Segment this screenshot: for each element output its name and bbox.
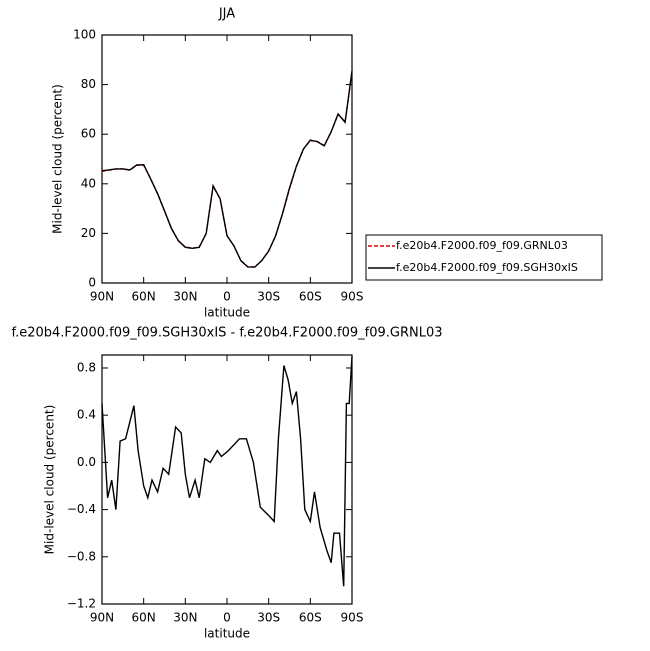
y-tick-label: 80	[81, 77, 96, 91]
y-tick-label: 100	[73, 28, 96, 42]
y-axis-label: Mid-level cloud (percent)	[43, 405, 57, 555]
x-tick-label: 90S	[341, 290, 364, 304]
x-tick-label: 60N	[132, 290, 156, 304]
plot-frame	[101, 34, 353, 284]
x-axis-label: latitude	[204, 627, 250, 641]
legend-label: f.e20b4.F2000.f09_f09.GRNL03	[396, 239, 568, 252]
chart-title: f.e20b4.F2000.f09_f09.SGH30xIS - f.e20b4…	[11, 326, 442, 341]
y-tick-label: 60	[81, 127, 96, 141]
legend-box	[365, 234, 603, 281]
y-tick-label: 0.4	[77, 408, 96, 422]
x-tick-label: 30N	[173, 611, 197, 625]
y-tick-label: 0.0	[77, 455, 96, 469]
x-axis-label: latitude	[204, 306, 250, 320]
y-tick-label: −0.8	[67, 549, 96, 563]
y-tick-label: −0.4	[67, 502, 96, 516]
y-tick-label: 20	[81, 226, 96, 240]
y-axis-label: Mid-level cloud (percent)	[51, 84, 65, 234]
x-tick-label: 60N	[132, 611, 156, 625]
x-tick-label: 30S	[257, 611, 280, 625]
y-tick-label: −1.2	[67, 597, 96, 611]
y-tick-label: 0.8	[77, 360, 96, 374]
data-line	[101, 70, 353, 268]
x-tick-label: 90N	[90, 290, 114, 304]
x-tick-label: 90S	[341, 611, 364, 625]
x-tick-label: 60S	[299, 611, 322, 625]
x-tick-label: 0	[223, 290, 231, 304]
x-tick-label: 30N	[173, 290, 197, 304]
data-line	[101, 356, 353, 587]
y-tick-label: 40	[81, 176, 96, 190]
y-tick-label: 0	[88, 276, 96, 290]
data-line	[101, 72, 353, 268]
x-tick-label: 90N	[90, 611, 114, 625]
plot-frame	[101, 354, 353, 605]
x-tick-label: 0	[223, 611, 231, 625]
x-tick-label: 30S	[257, 290, 280, 304]
chart-title: JJA	[218, 7, 235, 22]
legend-label: f.e20b4.F2000.f09_f09.SGH30xIS	[396, 261, 578, 274]
x-tick-label: 60S	[299, 290, 322, 304]
